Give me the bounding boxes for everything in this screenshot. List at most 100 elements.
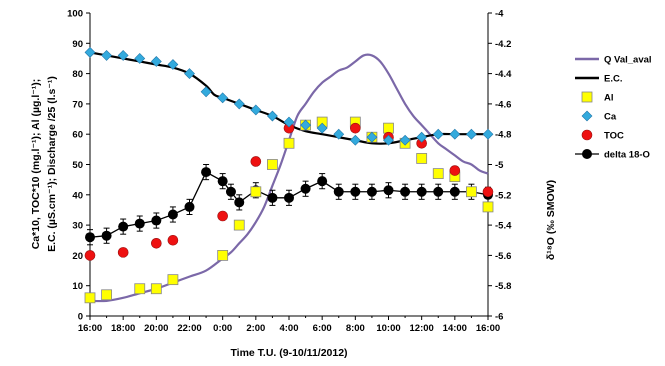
point-al bbox=[482, 201, 494, 213]
x-tick-label: 2:00 bbox=[246, 323, 265, 334]
point-toc bbox=[482, 186, 494, 198]
point-toc bbox=[250, 156, 262, 167]
point-ca bbox=[416, 131, 428, 143]
x-tick-label: 22:00 bbox=[177, 323, 201, 334]
point-ca bbox=[465, 128, 477, 140]
point-delta-18-o bbox=[118, 221, 129, 232]
y-right-tick-label: -4 bbox=[495, 9, 504, 20]
point-ca bbox=[184, 68, 195, 80]
x-tick-label: 16:00 bbox=[476, 323, 500, 334]
point-delta-18-o bbox=[234, 197, 245, 208]
point-al bbox=[101, 289, 112, 301]
point-ca bbox=[432, 128, 444, 140]
point-ca bbox=[200, 86, 212, 98]
point-ca bbox=[233, 98, 245, 110]
legend-group: Q Val_aval E.C. Al Ca TOC delta 18-O bbox=[575, 55, 652, 161]
point-al bbox=[383, 122, 394, 134]
y-right-tick-label: -4.2 bbox=[495, 39, 511, 50]
y-left-tick-label: 80 bbox=[72, 69, 83, 80]
point-al bbox=[283, 137, 295, 149]
point-delta-18-o bbox=[225, 186, 236, 197]
point-al bbox=[250, 186, 262, 198]
x-tick-label: 16:00 bbox=[78, 323, 102, 334]
x-tick-label: 20:00 bbox=[144, 323, 168, 334]
point-al bbox=[233, 219, 245, 231]
legend-swatch-delta-18-o bbox=[582, 149, 592, 159]
y-right-tick-label: -5.6 bbox=[495, 251, 511, 262]
point-al bbox=[217, 249, 229, 261]
point-toc bbox=[151, 237, 162, 249]
legend-swatch-toc bbox=[581, 129, 593, 141]
point-delta-18-o bbox=[449, 186, 460, 197]
point-al bbox=[150, 283, 162, 295]
point-al bbox=[134, 283, 146, 295]
point-delta-18-o bbox=[134, 218, 145, 229]
point-delta-18-o bbox=[383, 185, 394, 196]
legend-label-ca: Ca bbox=[604, 112, 617, 123]
y-left-tick-label: 40 bbox=[72, 190, 83, 201]
point-delta-18-o bbox=[167, 209, 178, 220]
point-toc bbox=[217, 210, 228, 222]
series-line-q-val-aval bbox=[89, 53, 489, 303]
x-tick-label: 4:00 bbox=[279, 323, 298, 334]
point-ca bbox=[399, 134, 411, 146]
y-left-tick-label: 20 bbox=[72, 251, 83, 262]
y-right-tick-label: -5 bbox=[495, 160, 504, 171]
x-tick-label: 8:00 bbox=[346, 323, 365, 334]
legend-swatch-al bbox=[581, 91, 593, 103]
legend-label-e-c: E.C. bbox=[604, 74, 622, 85]
axes-group: 0 10 20 30 40 50 60 70 80 90 100 -6 -5.8 -5.6 -5.4 -5.2… bbox=[67, 9, 512, 335]
point-ca bbox=[250, 104, 262, 116]
point-toc bbox=[84, 250, 96, 261]
point-ca bbox=[150, 56, 162, 67]
point-delta-18-o bbox=[217, 176, 228, 187]
point-delta-18-o bbox=[300, 183, 311, 194]
y-axis-right-title: δ¹⁸O (‰ SMOW) bbox=[545, 180, 557, 260]
y-axis-left-title-line-1: Ca*10, TOC*10 (mg.l⁻¹); Al (µg.l⁻¹); bbox=[30, 79, 42, 250]
legend-label-q-val-aval: Q Val_aval bbox=[604, 55, 652, 66]
point-al bbox=[432, 168, 444, 179]
point-ca bbox=[101, 49, 113, 61]
point-ca bbox=[134, 53, 146, 64]
point-delta-18-o bbox=[101, 230, 112, 241]
y-axis-left-title-line-2: E.C. (µS.cm⁻¹); Discharge /25 (l.s⁻¹) bbox=[46, 76, 58, 252]
point-toc bbox=[449, 165, 461, 176]
y-right-tick-label: -6 bbox=[495, 312, 503, 323]
point-ca bbox=[383, 134, 394, 146]
point-delta-18-o bbox=[433, 186, 444, 197]
point-ca bbox=[333, 128, 345, 140]
x-tick-label: 18:00 bbox=[111, 323, 135, 334]
point-al bbox=[416, 153, 428, 164]
x-tick-label: 6:00 bbox=[313, 323, 332, 334]
x-tick-label: 14:00 bbox=[443, 323, 467, 334]
point-delta-18-o bbox=[284, 192, 294, 203]
x-tick-label: 12:00 bbox=[410, 323, 434, 334]
x-tick-label: 0:00 bbox=[213, 323, 232, 334]
point-delta-18-o bbox=[201, 167, 212, 178]
point-al bbox=[84, 292, 96, 304]
point-delta-18-o bbox=[416, 186, 427, 197]
point-ca bbox=[117, 49, 129, 61]
point-delta-18-o bbox=[85, 232, 95, 243]
point-toc bbox=[117, 247, 129, 258]
point-al bbox=[466, 186, 477, 198]
point-ca bbox=[266, 110, 278, 122]
y-left-tick-label: 90 bbox=[72, 39, 83, 50]
y-right-tick-label: -5.4 bbox=[495, 221, 512, 232]
point-delta-18-o bbox=[184, 201, 195, 212]
point-al bbox=[167, 274, 179, 286]
point-delta-18-o bbox=[333, 186, 344, 197]
y-left-tick-label: 30 bbox=[72, 221, 83, 232]
series-group bbox=[84, 46, 494, 304]
point-al bbox=[267, 159, 278, 170]
x-axis-title: Time T.U. (9-10/11/2012) bbox=[230, 347, 347, 359]
point-delta-18-o bbox=[400, 186, 411, 197]
y-right-tick-label: -5.8 bbox=[495, 281, 511, 292]
legend-swatch-ca bbox=[581, 110, 593, 122]
point-ca bbox=[366, 131, 378, 143]
point-ca bbox=[217, 92, 229, 104]
point-ca bbox=[84, 46, 96, 58]
point-delta-18-o bbox=[317, 176, 328, 187]
